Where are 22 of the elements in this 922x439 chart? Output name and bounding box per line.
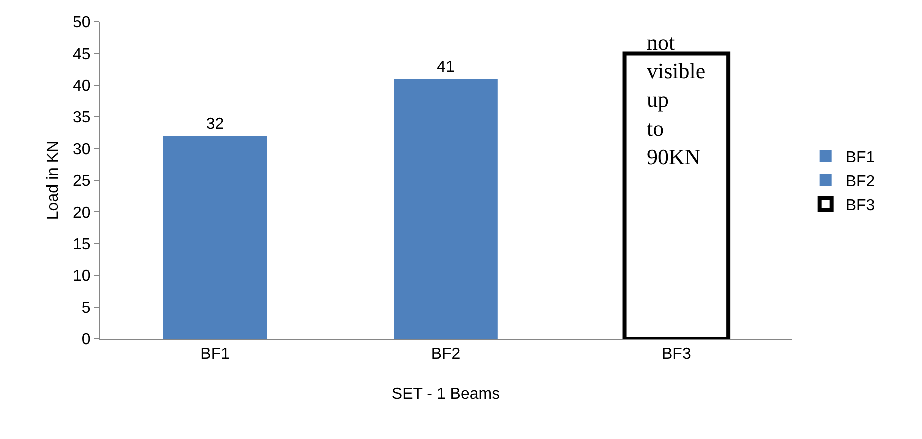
legend-label: BF3 [846, 197, 876, 214]
y-tick-label: 25 [73, 173, 91, 190]
x-axis-title: SET - 1 Beams [392, 386, 500, 403]
legend-label: BF2 [846, 173, 876, 190]
x-tick-label: BF3 [662, 346, 692, 364]
y-tick-label: 10 [73, 268, 91, 286]
y-tick-label: 35 [73, 110, 91, 127]
x-tick-label: BF2 [431, 346, 461, 364]
y-tick-label: 40 [73, 78, 91, 95]
data-label: 41 [437, 59, 455, 76]
y-tick-label: 5 [82, 300, 91, 317]
y-tick-label: 50 [73, 14, 91, 32]
y-tick-label: 15 [73, 236, 91, 254]
y-tick-label: 0 [82, 332, 91, 349]
data-label: 32 [206, 116, 224, 134]
y-tick-label: 45 [73, 46, 91, 64]
annotation: not visible up to 90KN [647, 30, 706, 170]
y-tick-label: 20 [73, 204, 91, 222]
x-tick-label: BF1 [200, 346, 230, 364]
legend-label: BF1 [846, 150, 876, 167]
y-tick-label: 30 [73, 141, 91, 158]
y-axis-title: Load in KN [45, 140, 62, 220]
